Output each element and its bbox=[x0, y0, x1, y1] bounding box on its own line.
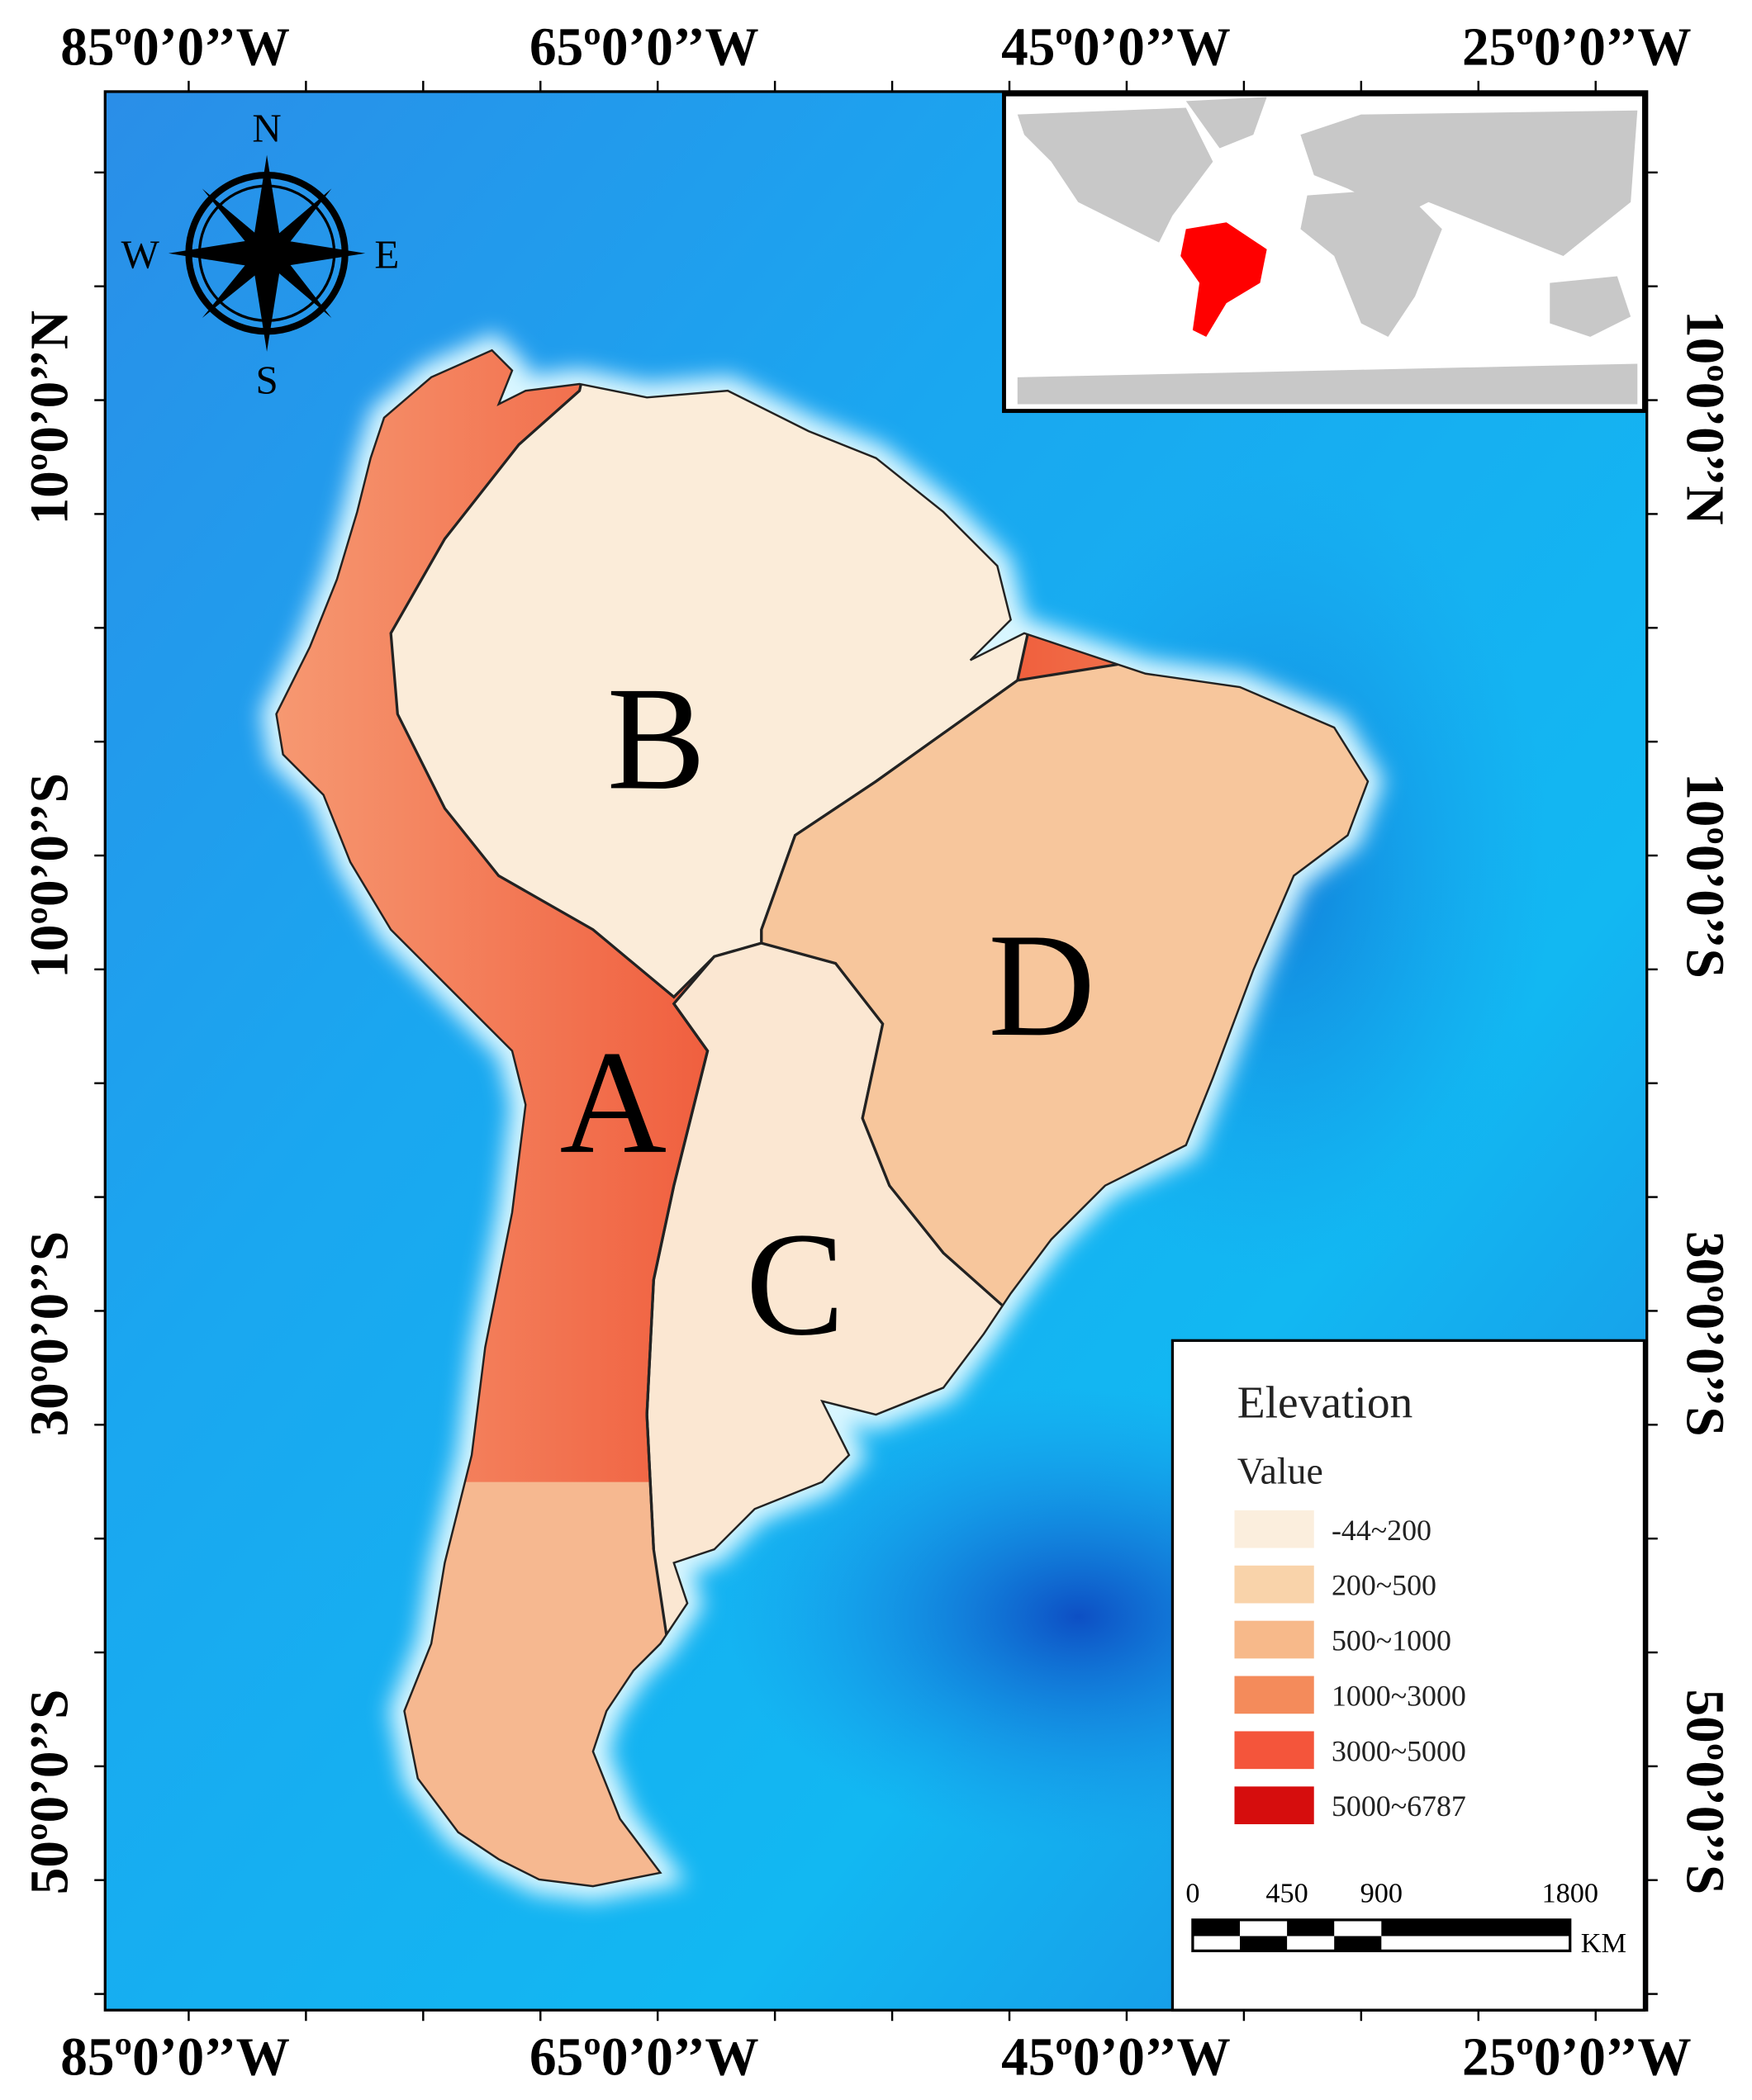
top-axis-label: 65º0’0’’W bbox=[529, 17, 759, 77]
top-axis-label: 25º0’0’’W bbox=[1462, 17, 1692, 77]
left-axis-label: 10º0’0’’N bbox=[21, 310, 80, 525]
compass-label: W bbox=[121, 232, 160, 277]
legend-title: Elevation bbox=[1237, 1377, 1413, 1427]
right-axis-label: 10º0’0’’S bbox=[1675, 773, 1735, 979]
compass-label: S bbox=[255, 357, 278, 402]
region-label: D bbox=[988, 903, 1095, 1067]
right-axis-label: 50º0’0’’S bbox=[1675, 1690, 1735, 1895]
legend-label: 500~1000 bbox=[1332, 1624, 1451, 1657]
legend-label: -44~200 bbox=[1332, 1514, 1432, 1547]
right-axis-label: 10º0’0’’N bbox=[1675, 310, 1735, 525]
region-label: A bbox=[560, 1020, 667, 1184]
legend-subtitle: Value bbox=[1237, 1449, 1323, 1491]
legend-swatch bbox=[1234, 1620, 1314, 1659]
scale-unit: KM bbox=[1581, 1927, 1626, 1959]
top-axis-label: 85º0’0’’W bbox=[60, 17, 290, 77]
legend-label: 200~500 bbox=[1332, 1569, 1436, 1602]
legend-swatch bbox=[1234, 1510, 1314, 1548]
legend-swatch bbox=[1234, 1731, 1314, 1770]
right-axis-label: 30º0’0’’S bbox=[1675, 1231, 1735, 1437]
compass-label: N bbox=[252, 105, 281, 150]
scale-label: 900 bbox=[1360, 1878, 1403, 1909]
compass-label: E bbox=[374, 232, 399, 277]
legend-swatch bbox=[1234, 1786, 1314, 1825]
top-axis-label: 45º0’0’’W bbox=[1001, 17, 1231, 77]
legend: Elevation Value -44~200 200~500 500~1000 10… bbox=[1170, 1339, 1646, 2012]
legend-label: 3000~5000 bbox=[1332, 1734, 1466, 1767]
frame-ticks bbox=[94, 80, 1658, 2022]
region-label: B bbox=[607, 656, 706, 820]
left-axis-label: 50º0’0’’S bbox=[21, 1690, 80, 1895]
left-axis-label: 30º0’0’’S bbox=[21, 1231, 80, 1437]
region-label: C bbox=[746, 1202, 845, 1366]
bottom-axis-label: 85º0’0’’W bbox=[60, 2027, 290, 2087]
compass-rose: N S E W bbox=[121, 105, 400, 402]
scale-label: 1800 bbox=[1541, 1878, 1598, 1909]
boundary bbox=[645, 1003, 710, 1550]
map-frame bbox=[103, 90, 1649, 2012]
legend-label: 5000~6787 bbox=[1332, 1790, 1466, 1823]
scale-label: 450 bbox=[1265, 1878, 1308, 1909]
bottom-axis-label: 65º0’0’’W bbox=[529, 2027, 759, 2087]
scale-label: 0 bbox=[1185, 1878, 1199, 1909]
legend-label: 1000~3000 bbox=[1332, 1679, 1466, 1712]
legend-swatch bbox=[1234, 1565, 1314, 1604]
legend-swatch bbox=[1234, 1676, 1314, 1714]
bottom-axis-label: 45º0’0’’W bbox=[1001, 2027, 1231, 2087]
inset-map bbox=[1002, 92, 1646, 414]
bottom-axis-label: 25º0’0’’W bbox=[1462, 2027, 1692, 2087]
left-axis-label: 10º0’0’’S bbox=[21, 773, 80, 979]
